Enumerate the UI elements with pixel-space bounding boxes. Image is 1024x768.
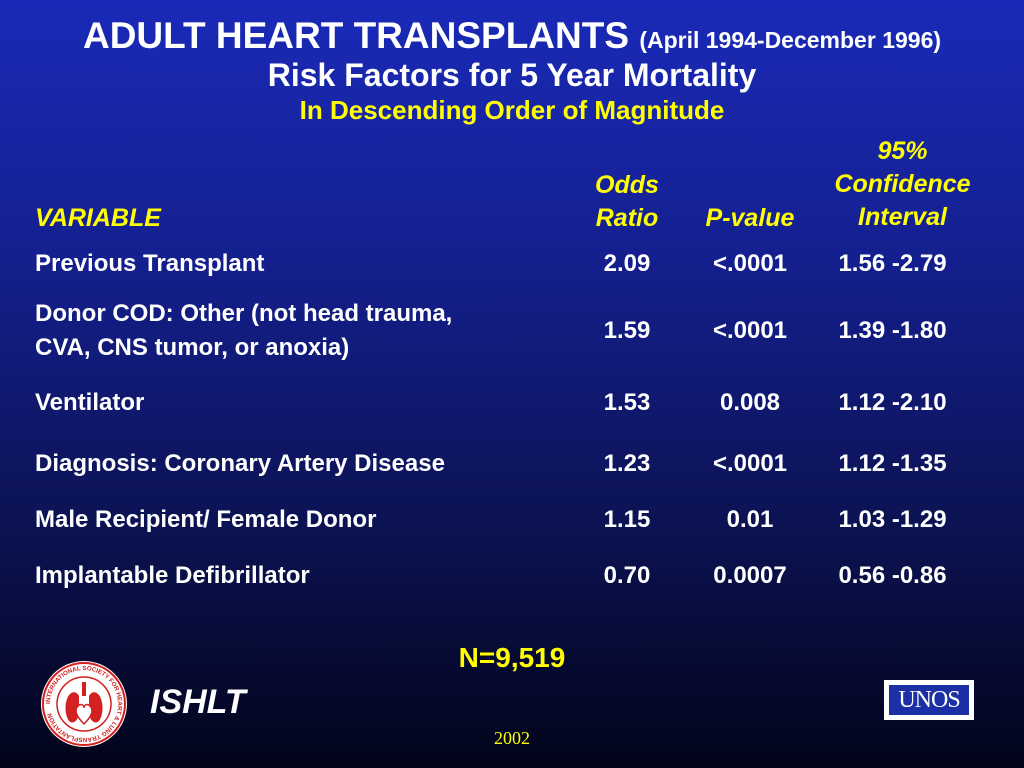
row-6-ci: 0.56 -0.86 — [838, 562, 947, 589]
header-p-value: P-value — [705, 204, 795, 232]
footer-year: 2002 — [494, 728, 530, 748]
unos-logo-text: UNOS — [889, 685, 969, 715]
row-1-odds-ratio: 2.09 — [603, 250, 651, 277]
header-ci-line2: Confidence — [834, 170, 971, 198]
row-1-ci: 1.56 -2.79 — [838, 250, 947, 277]
row-6-variable: Implantable Defibrillator — [35, 562, 310, 589]
org-name: ISHLT — [150, 683, 246, 721]
title-date-range: (April 1994-December 1996) — [639, 27, 942, 53]
unos-logo-icon: UNOS — [884, 680, 974, 720]
row-4-variable: Diagnosis: Coronary Artery Disease — [35, 450, 445, 477]
row-2-p-value: <.0001 — [712, 317, 788, 344]
row-3-variable: Ventilator — [35, 389, 145, 416]
heart-lung-seal-icon: INTERNATIONAL SOCIETY FOR HEART & LUNG T… — [40, 660, 128, 748]
row-4-ci: 1.12 -1.35 — [838, 450, 947, 477]
header-variable: VARIABLE — [35, 204, 161, 232]
row-3-odds-ratio: 1.53 — [603, 389, 651, 416]
header-confidence-interval: 95% Confidence Interval — [805, 135, 1000, 234]
row-5-ci: 1.03 -1.29 — [838, 506, 947, 533]
header-ci-line3: Interval — [858, 203, 947, 231]
row-5-odds-ratio: 1.15 — [603, 506, 651, 533]
row-2-variable-line1: Donor COD: Other (not head trauma, — [35, 300, 453, 327]
row-5-p-value: 0.01 — [726, 506, 774, 533]
order-note: In Descending Order of Magnitude — [299, 95, 725, 125]
row-4-p-value: <.0001 — [712, 450, 788, 477]
sample-size-label: N=9,519 — [458, 642, 566, 673]
row-1-p-value: <.0001 — [712, 250, 788, 277]
row-2-odds-ratio: 1.59 — [603, 317, 651, 344]
row-6-odds-ratio: 0.70 — [603, 562, 651, 589]
row-3-ci: 1.12 -2.10 — [838, 389, 947, 416]
header-odds-ratio: Odds Ratio — [572, 169, 682, 235]
row-1-variable: Previous Transplant — [35, 250, 265, 277]
row-2-ci: 1.39 -1.80 — [838, 317, 947, 344]
header-ci-line1: 95% — [877, 137, 928, 165]
title-main: ADULT HEART TRANSPLANTS — [82, 15, 630, 56]
subtitle: Risk Factors for 5 Year Mortality — [267, 57, 757, 93]
row-4-odds-ratio: 1.23 — [603, 450, 651, 477]
header-odds-ratio-line2: Ratio — [595, 204, 659, 232]
page-title: ADULT HEART TRANSPLANTS (April 1994-Dece… — [0, 14, 1024, 62]
header-odds-ratio-line1: Odds — [595, 171, 659, 199]
row-5-variable: Male Recipient/ Female Donor — [35, 506, 377, 533]
row-6-p-value: 0.0007 — [713, 562, 787, 589]
row-2-variable-line2: CVA, CNS tumor, or anoxia) — [35, 334, 350, 361]
row-3-p-value: 0.008 — [719, 389, 781, 416]
